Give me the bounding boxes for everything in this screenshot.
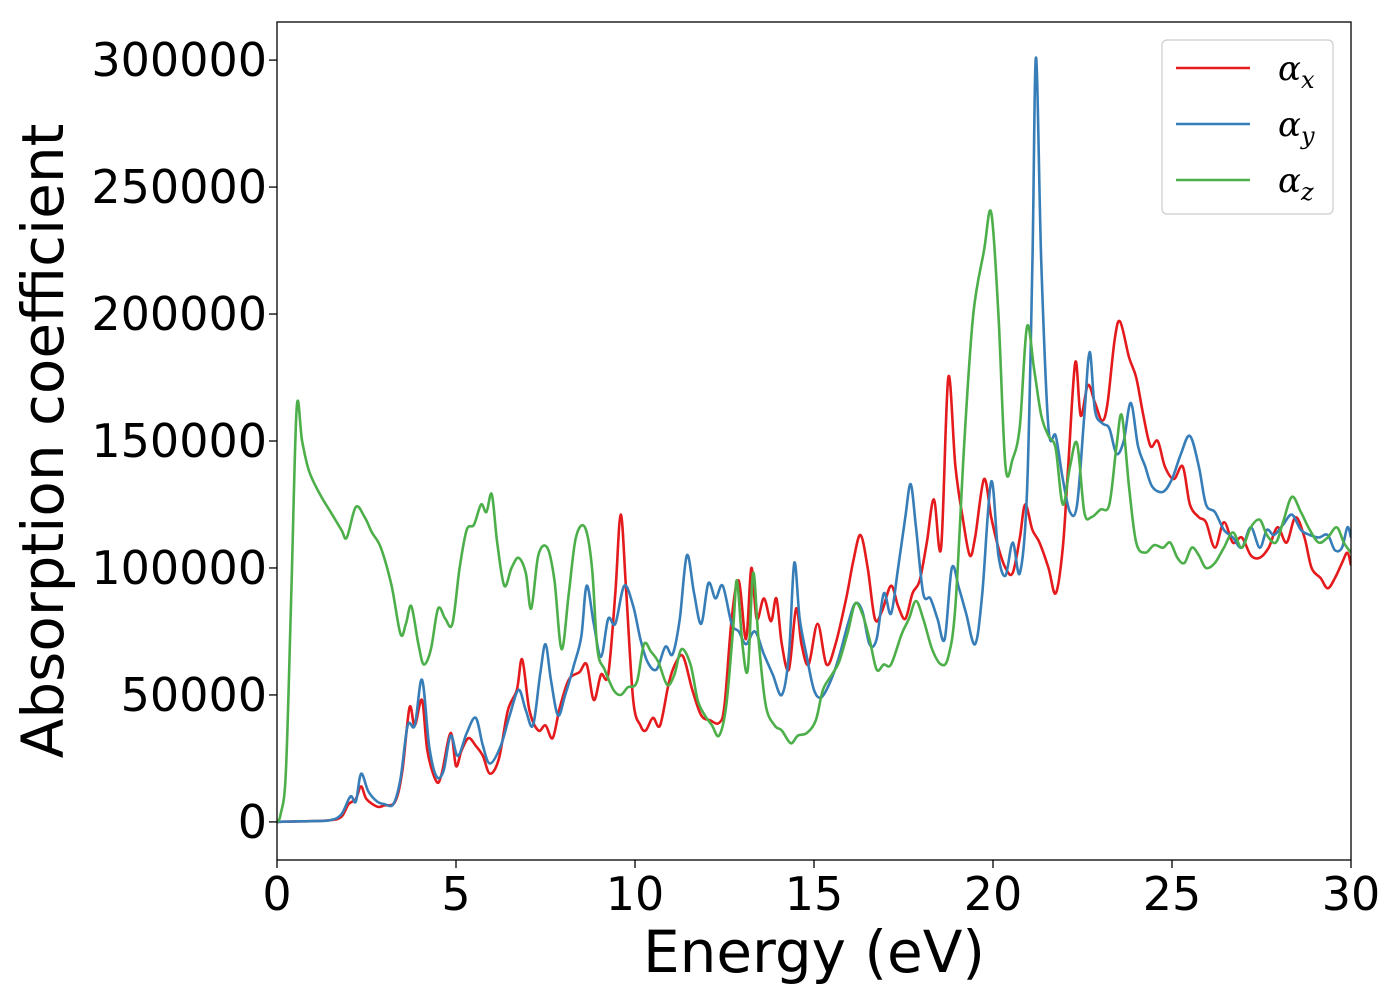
legend-label-alpha-z: αz [1278,161,1314,206]
x-tick-label: 5 [441,867,470,921]
series-line-alpha-z [277,209,1351,823]
y-axis: 0 50000 100000 150000 200000 250000 300000 [91,33,277,849]
x-tick-label: 20 [964,867,1023,921]
y-tick-label: 0 [238,795,267,849]
x-axis-title: Energy (eV) [643,918,985,986]
x-tick-label: 25 [1143,867,1202,921]
y-tick-label: 200000 [91,287,267,341]
x-tick-label: 15 [785,867,844,921]
series-line-alpha-x [277,319,1351,824]
series-layer [277,56,1351,824]
legend-box [1161,39,1334,215]
x-tick-label: 10 [606,867,665,921]
y-tick-label: 50000 [121,668,267,722]
y-tick-label: 300000 [91,33,267,87]
x-tick-label: 30 [1322,867,1381,921]
y-tick-label: 250000 [91,160,267,214]
y-tick-label: 150000 [91,414,267,468]
x-axis: 0 5 10 15 20 25 30 [262,860,1380,921]
x-tick-label: 0 [262,867,291,921]
y-tick-label: 100000 [91,541,267,595]
series-line-alpha-y [277,56,1351,824]
y-axis-title: Absorption coefficient [9,124,77,759]
